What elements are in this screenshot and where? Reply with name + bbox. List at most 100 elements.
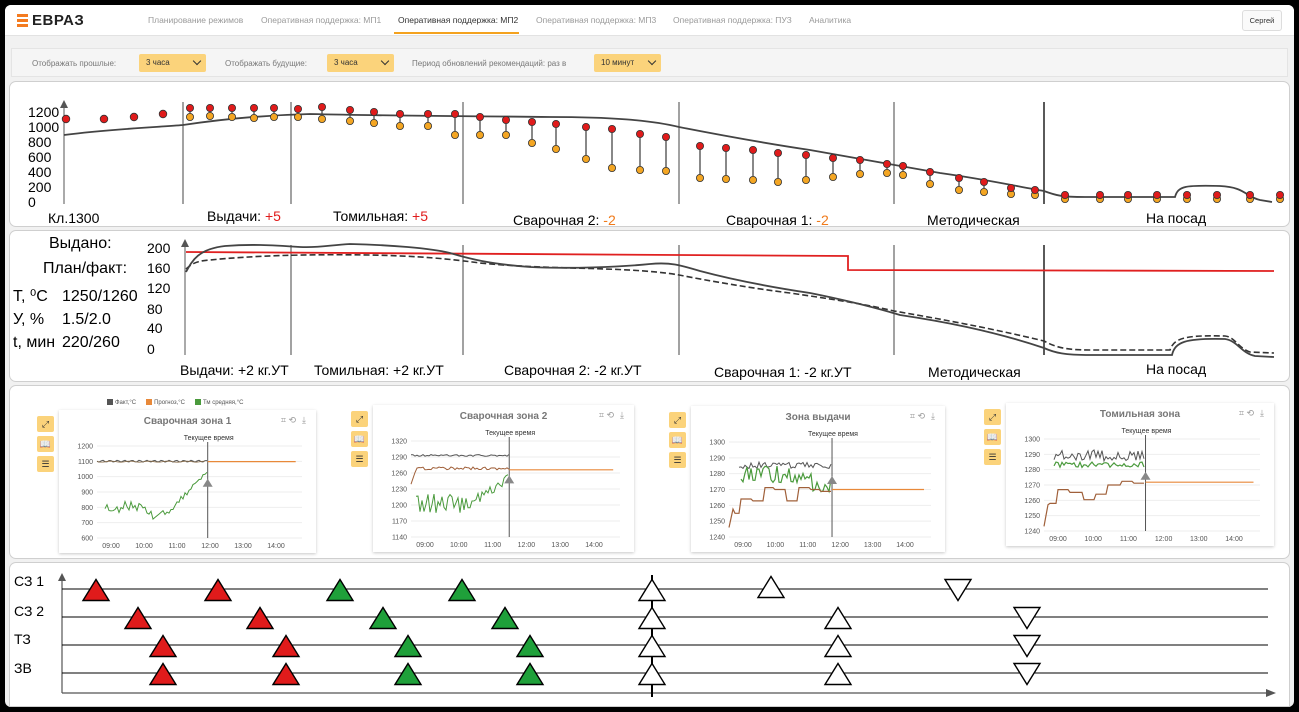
period-label: Период обновлений рекомендаций: раз в	[412, 59, 567, 68]
logo[interactable]: ЕВРАЗ	[17, 12, 84, 29]
red-point	[696, 142, 705, 151]
up-triangle-icon	[756, 575, 786, 599]
red-point	[423, 109, 432, 118]
y-axis-arrow-icon	[60, 100, 68, 108]
y-axis-arrow-icon	[58, 573, 66, 581]
orange-point	[662, 167, 671, 176]
info-param: У, %	[13, 311, 44, 328]
zoom-icon[interactable]: ⌗	[909, 411, 915, 421]
x-tick: 14:00	[267, 543, 285, 550]
current-marker-icon	[504, 475, 515, 484]
y-tick: 1300	[709, 440, 725, 447]
orange-point	[883, 169, 892, 178]
current-marker-icon	[827, 476, 838, 484]
tab-mp1[interactable]: Оперативная поддержка: МП1	[261, 15, 382, 25]
zoom-icon[interactable]: ⌗	[1238, 408, 1244, 418]
legend-forecast[interactable]: Прогноз,°C	[146, 399, 185, 406]
y-tick: 1290	[1024, 452, 1040, 459]
expand-icon[interactable]: ⤢	[37, 416, 54, 432]
orange-point	[395, 122, 404, 131]
tab-puz[interactable]: Оперативная поддержка: ПУЗ	[673, 15, 792, 25]
tab-mp2[interactable]: Оперативная поддержка: МП2	[398, 15, 519, 25]
y-tick: 600	[28, 149, 52, 165]
up-triangle-icon	[515, 662, 545, 686]
future-select[interactable]: 3 часа	[327, 54, 394, 72]
y-tick: 1000	[28, 119, 59, 135]
book-icon[interactable]: 📖	[984, 429, 1001, 445]
plan-fact-label: План/факт:	[43, 260, 127, 277]
legend-avg[interactable]: Тм средняя,°C	[195, 399, 243, 406]
red-point	[722, 144, 731, 153]
orange-point	[856, 170, 865, 179]
period-select-value: 10 минут	[601, 58, 635, 67]
reset-icon[interactable]: ⟲	[606, 410, 614, 420]
up-triangle-icon	[637, 606, 667, 630]
book-icon[interactable]: 📖	[37, 436, 54, 452]
up-triangle-icon	[325, 578, 355, 602]
menu-icon[interactable]: ☰	[669, 452, 686, 468]
red-point	[926, 168, 935, 177]
orange-point	[269, 112, 278, 121]
download-icon[interactable]: ⤓	[302, 415, 306, 425]
menu-icon[interactable]: ☰	[37, 456, 54, 472]
y-tick: 800	[28, 134, 52, 150]
y-tick: 1300	[1024, 437, 1040, 444]
mini-chart-card: Сварочная зона 1 ⌗ ⟲ ⤓ 1200 1100 1000 900 800 700…	[59, 410, 316, 553]
x-tick: 14:00	[896, 542, 914, 549]
expand-icon[interactable]: ⤢	[351, 411, 368, 427]
red-point	[528, 118, 537, 127]
tab-planning[interactable]: Планирование режимов	[148, 15, 244, 25]
legend-fact[interactable]: Факт,°C	[107, 399, 136, 406]
red-point	[293, 104, 302, 113]
y-tick: 1260	[1024, 498, 1040, 505]
reset-icon[interactable]: ⟲	[288, 415, 296, 425]
y-tick: 1170	[392, 519, 407, 526]
x-tick: 14:00	[1225, 536, 1243, 543]
red-point	[1183, 191, 1192, 200]
chevron-down-icon	[380, 56, 390, 66]
orange-point	[185, 112, 194, 121]
y-tick: 1280	[709, 471, 725, 478]
info-param: t, мин	[13, 334, 55, 351]
past-select[interactable]: 3 часа	[139, 54, 206, 72]
mini-chart-plot: 1320 1290 1260 1230 1200 1170 1140 09:00 10:00 11…	[391, 430, 620, 549]
tab-mp3[interactable]: Оперативная поддержка: МП3	[536, 15, 657, 25]
expand-icon[interactable]: ⤢	[984, 409, 1001, 425]
timeline-row-label: ЗВ	[14, 660, 32, 676]
avg-series	[1053, 460, 1145, 469]
y-tick: 1140	[392, 535, 407, 542]
production-chart: Выдано: План/факт: T, ⁰C 1250/1260 У, % …	[13, 235, 1275, 380]
logo-text: ЕВРАЗ	[32, 12, 85, 29]
up-triangle-icon	[148, 634, 178, 658]
red-point	[369, 107, 378, 116]
filter-bar: Отображать прошлые: 3 часа Отображать бу…	[11, 48, 1288, 77]
user-button[interactable]: Сергей	[1242, 10, 1282, 31]
timeline-chart: СЗ 1 СЗ 2 ТЗ ЗВ	[14, 573, 1276, 697]
download-icon[interactable]: ⤓	[931, 411, 935, 421]
tab-analytics[interactable]: Аналитика	[809, 15, 852, 25]
orange-point	[926, 180, 935, 189]
orange-point	[829, 173, 838, 182]
expand-icon[interactable]: ⤢	[669, 412, 686, 428]
orange-point	[369, 119, 378, 128]
y-tick: 1260	[709, 503, 725, 510]
book-icon[interactable]: 📖	[351, 431, 368, 447]
download-icon[interactable]: ⤓	[1260, 408, 1264, 418]
y-tick: 1260	[391, 471, 407, 478]
reset-icon[interactable]: ⟲	[917, 411, 925, 421]
y-tick: 1240	[1024, 529, 1040, 536]
menu-icon[interactable]: ☰	[351, 451, 368, 467]
zoom-icon[interactable]: ⌗	[280, 415, 286, 425]
reset-icon[interactable]: ⟲	[1246, 408, 1254, 418]
up-triangle-icon	[637, 578, 667, 602]
red-point	[1124, 191, 1133, 200]
download-icon[interactable]: ⤓	[620, 410, 624, 420]
zone-label-svarochnaya2: Сварочная 2: -2 кг.УТ	[504, 362, 642, 378]
y-tick: 0	[28, 194, 36, 210]
orange-point	[802, 176, 811, 185]
menu-icon[interactable]: ☰	[984, 449, 1001, 465]
zoom-icon[interactable]: ⌗	[598, 410, 604, 420]
period-select[interactable]: 10 минут	[594, 54, 661, 72]
book-icon[interactable]: 📖	[669, 432, 686, 448]
logo-bars-icon	[17, 14, 28, 27]
